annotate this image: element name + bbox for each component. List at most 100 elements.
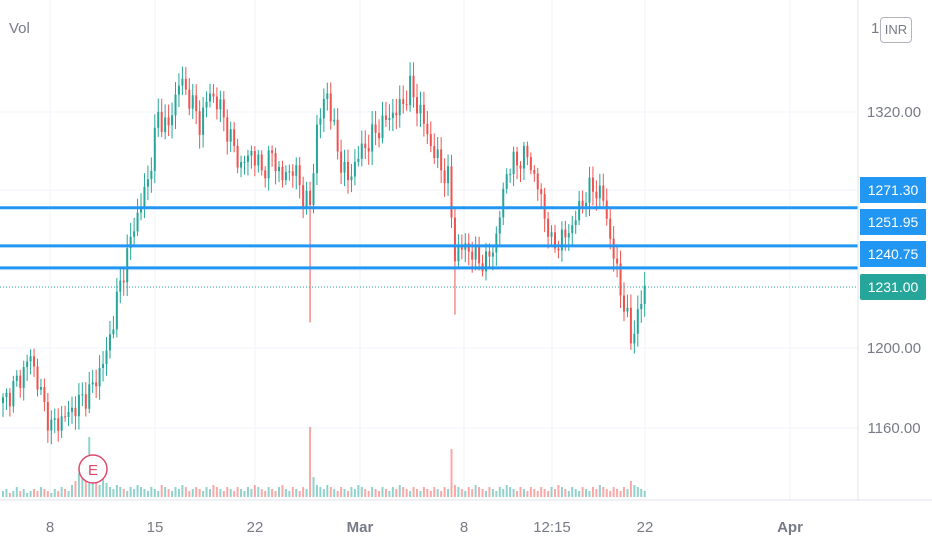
candle-body <box>585 202 588 207</box>
volume-bar <box>574 489 577 497</box>
volume-bar <box>436 489 439 497</box>
candle-body <box>267 150 270 179</box>
candle-body <box>498 217 501 234</box>
volume-bar <box>209 489 211 497</box>
volume-bar <box>171 491 174 497</box>
candle-body <box>450 166 453 218</box>
volume-bar <box>174 487 177 497</box>
volume-bar <box>36 491 39 497</box>
candle-body <box>12 380 15 407</box>
candle-body <box>226 117 229 142</box>
volume-bar <box>505 485 508 497</box>
volume-bar <box>450 449 453 497</box>
volume-bar <box>84 479 87 497</box>
candle-body <box>343 161 346 173</box>
candle-body <box>460 245 463 250</box>
candle-body <box>478 245 481 264</box>
candle-body <box>284 171 287 181</box>
volume-bar <box>260 489 263 497</box>
volume-bar <box>433 487 436 497</box>
volume-bar <box>633 485 636 497</box>
candle-body <box>633 333 636 344</box>
volume-bar <box>509 487 512 497</box>
price-level-tag[interactable] <box>860 177 926 203</box>
volume-bar <box>481 489 484 497</box>
volume-bar <box>160 485 163 497</box>
candle-body <box>2 397 4 404</box>
volume-bar <box>533 489 536 497</box>
event-markers[interactable]: E <box>78 454 108 484</box>
x-tick-label: 8 <box>460 519 468 536</box>
candle-body <box>536 173 539 190</box>
candle-body <box>353 161 356 177</box>
volume-bar <box>191 489 194 497</box>
candle-body <box>402 99 405 105</box>
candle-body <box>333 119 336 122</box>
volume-bar <box>612 487 615 497</box>
candle-body <box>381 115 384 139</box>
x-tick-label: Apr <box>777 519 803 536</box>
volume-bar <box>302 487 305 497</box>
x-tick-label: 12:15 <box>533 519 571 536</box>
volume-bar <box>619 491 622 497</box>
candle-body <box>467 243 470 252</box>
candle-body <box>626 307 629 312</box>
volume-bar <box>315 485 318 497</box>
volume-bar <box>419 491 422 497</box>
candle-body <box>623 295 625 312</box>
volume-bar <box>26 493 29 497</box>
candle-body <box>278 166 280 172</box>
volume-bar <box>371 487 374 497</box>
candle-body <box>191 95 194 109</box>
volume-bar <box>12 491 15 497</box>
earnings-marker-circle[interactable] <box>78 454 108 484</box>
candle-body <box>202 107 205 135</box>
candle-body <box>643 285 646 304</box>
candle-body <box>229 129 232 142</box>
volume-bar <box>609 491 612 497</box>
volume-bar <box>67 491 70 497</box>
candle-body <box>564 229 567 238</box>
last-price-tag-label: 1231.00 <box>868 279 919 295</box>
candle-body <box>253 151 256 166</box>
volume-bar <box>643 491 646 497</box>
volume-bar <box>381 487 384 497</box>
volume-bar <box>267 487 270 497</box>
volume-bar <box>281 485 284 497</box>
volume-bar <box>398 485 401 497</box>
candle-body <box>409 75 412 106</box>
volume-bar <box>33 489 36 497</box>
volume-bar <box>288 491 291 497</box>
volume-bar <box>198 489 201 497</box>
candle-body <box>146 179 149 187</box>
volume-bar <box>112 489 115 497</box>
candle-body <box>219 99 222 110</box>
candle-body <box>598 185 601 199</box>
volume-bar <box>443 487 446 497</box>
volume-bar <box>233 491 236 497</box>
last-price-tag[interactable] <box>860 274 926 300</box>
price-levels[interactable]: 1271.30 1251.95 1240.75 1231.00 <box>0 177 926 300</box>
candle-body <box>319 118 322 125</box>
candle-body <box>357 158 360 162</box>
candle-body <box>605 200 608 219</box>
volume-bar <box>164 487 167 497</box>
candle-body <box>519 165 522 169</box>
price-level-tag[interactable] <box>860 209 926 235</box>
volume-bar <box>298 491 301 497</box>
candle-body <box>250 151 253 156</box>
currency-badge[interactable]: INR <box>880 17 912 43</box>
volume-bar <box>205 487 208 497</box>
volume-bar <box>474 485 477 497</box>
candle-body <box>588 177 591 203</box>
volume-bar <box>440 491 443 497</box>
candle-body <box>384 115 387 120</box>
price-level-tag[interactable] <box>860 241 926 267</box>
volume-bar <box>140 487 142 497</box>
candle-body <box>150 170 153 180</box>
candle-body <box>336 119 339 152</box>
volume-bar <box>512 489 515 497</box>
volume-bar <box>322 489 325 497</box>
